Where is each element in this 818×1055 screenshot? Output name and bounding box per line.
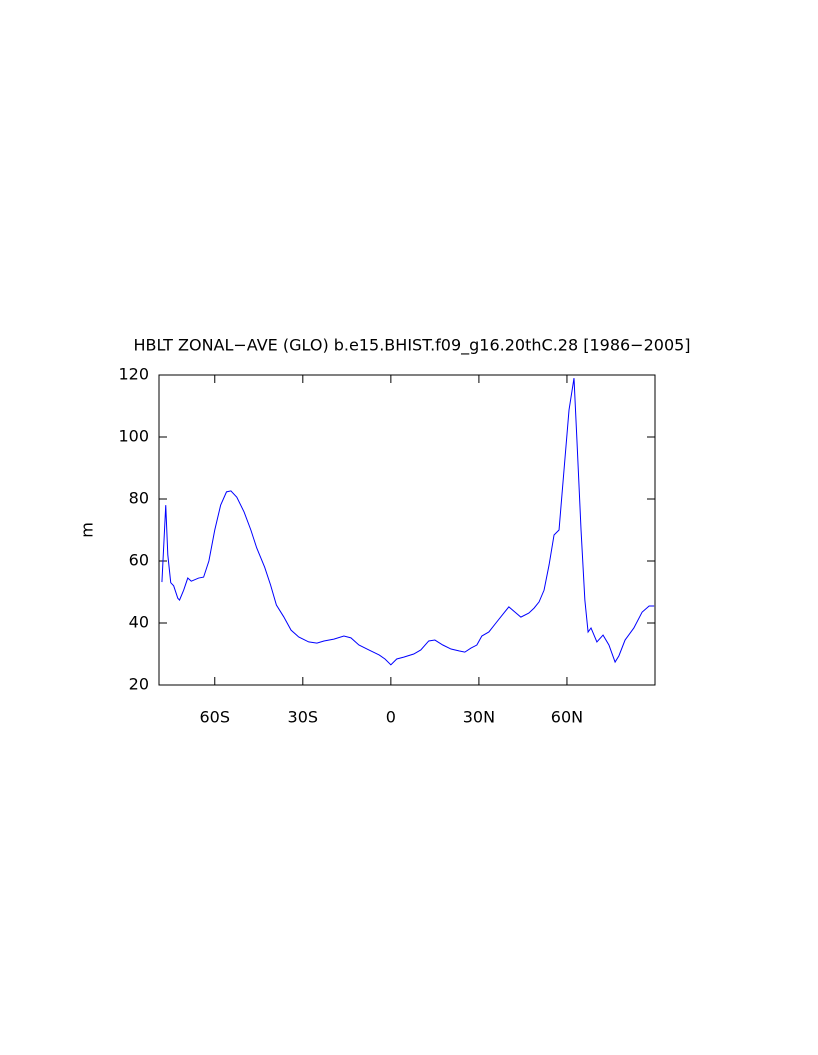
x-tick-label: 30N (463, 708, 495, 727)
x-tick-label: 60S (200, 708, 231, 727)
plot-frame (158, 374, 656, 686)
y-tick-label: 60 (129, 551, 149, 570)
x-tick-label: 0 (386, 708, 396, 727)
x-tick-label: 60N (551, 708, 583, 727)
y-tick-label: 120 (118, 365, 149, 384)
y-tick-label: 20 (129, 675, 149, 694)
x-tick-label: 30S (288, 708, 319, 727)
y-axis-label: m (78, 522, 97, 538)
chart-title: HBLT ZONAL−AVE (GLO) b.e15.BHIST.f09_g16… (133, 336, 690, 356)
y-tick-label: 80 (129, 489, 149, 508)
y-tick-label: 100 (118, 427, 149, 446)
data-line (161, 378, 655, 666)
y-tick-label: 40 (129, 613, 149, 632)
